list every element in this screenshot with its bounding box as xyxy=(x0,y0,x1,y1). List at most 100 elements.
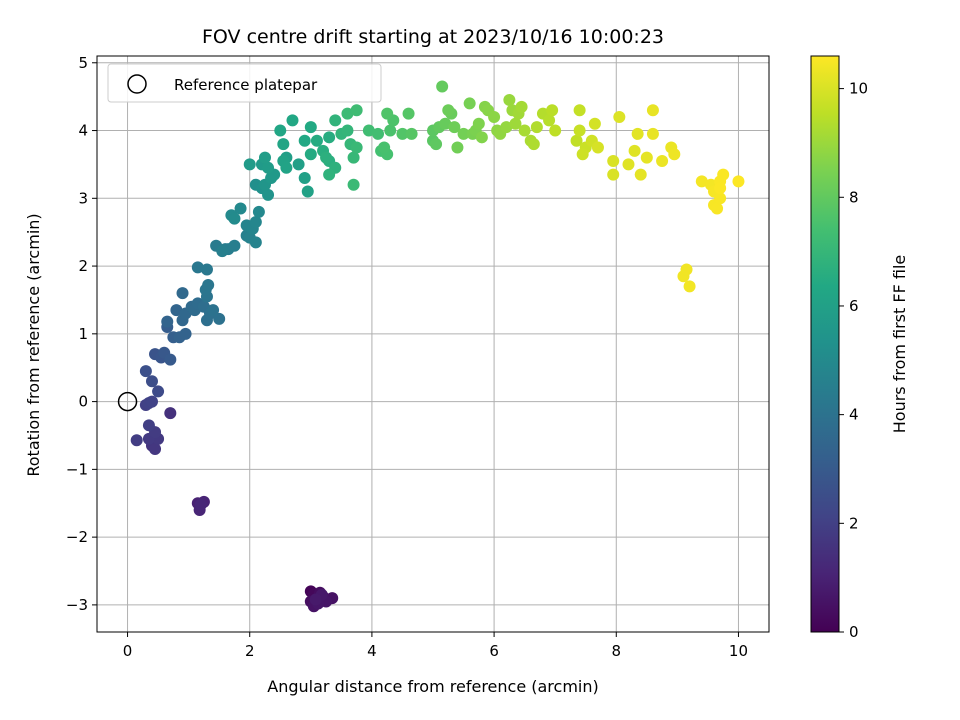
data-point xyxy=(350,141,363,154)
data-point xyxy=(213,312,226,325)
data-point xyxy=(216,245,229,258)
data-point xyxy=(381,107,394,120)
data-point xyxy=(149,443,162,456)
data-point xyxy=(139,365,152,378)
data-point xyxy=(503,94,516,107)
data-point xyxy=(442,104,455,117)
colorbar-tick-label: 8 xyxy=(849,188,859,206)
data-point xyxy=(588,117,601,130)
y-tick-label: 5 xyxy=(78,54,88,72)
data-point xyxy=(475,131,488,144)
y-tick-label: −2 xyxy=(66,528,88,546)
data-point xyxy=(130,434,143,447)
data-point xyxy=(527,138,540,151)
data-point xyxy=(164,353,177,366)
data-point xyxy=(252,205,265,218)
data-point xyxy=(472,117,485,130)
legend-marker xyxy=(127,74,147,94)
colorbar-gradient xyxy=(810,55,840,633)
x-axis-ticks: 0 2 4 6 8 10 xyxy=(123,632,748,660)
data-point xyxy=(683,280,696,293)
data-point xyxy=(292,158,305,171)
data-point xyxy=(152,385,165,398)
data-point xyxy=(200,263,213,276)
data-point xyxy=(711,202,724,215)
data-point xyxy=(249,216,262,229)
data-point xyxy=(310,134,323,147)
colorbar-label: Hours from first FF file xyxy=(890,255,909,434)
data-point xyxy=(372,127,385,140)
data-point xyxy=(714,192,727,205)
data-point xyxy=(329,114,342,127)
y-tick-label: 4 xyxy=(78,122,88,140)
data-point xyxy=(286,114,299,127)
data-point xyxy=(646,104,659,117)
y-tick-label: 1 xyxy=(78,325,88,343)
data-point xyxy=(142,419,155,432)
y-tick-label: −1 xyxy=(66,460,88,478)
data-point xyxy=(668,148,681,161)
data-point xyxy=(234,202,247,215)
data-point xyxy=(304,121,317,134)
data-point xyxy=(341,107,354,120)
data-point xyxy=(591,141,604,154)
data-point xyxy=(207,304,220,317)
data-point xyxy=(576,148,589,161)
data-point xyxy=(509,117,522,130)
data-point xyxy=(457,127,470,140)
data-point xyxy=(546,104,559,117)
data-point xyxy=(613,110,626,123)
data-point xyxy=(277,138,290,151)
x-tick-label: 4 xyxy=(367,642,377,660)
data-point xyxy=(280,161,293,174)
data-point xyxy=(515,100,528,113)
data-point xyxy=(274,124,287,137)
data-point xyxy=(518,124,531,137)
data-point xyxy=(309,593,322,606)
data-point xyxy=(262,161,275,174)
x-axis-label: Angular distance from reference (arcmin) xyxy=(267,677,598,696)
colorbar-tick-label: 10 xyxy=(849,80,868,98)
data-point xyxy=(549,124,562,137)
data-point xyxy=(164,407,177,420)
data-point xyxy=(228,239,241,252)
data-point xyxy=(646,127,659,140)
data-point xyxy=(732,175,745,188)
data-point xyxy=(607,155,620,168)
data-point xyxy=(323,131,336,144)
data-point xyxy=(448,121,461,134)
data-point xyxy=(628,144,641,157)
data-point xyxy=(573,124,586,137)
y-axis-ticks: −3 −2 −1 0 1 2 3 4 5 xyxy=(66,54,97,614)
data-point xyxy=(717,168,730,181)
x-tick-label: 2 xyxy=(245,642,255,660)
y-tick-label: 2 xyxy=(78,257,88,275)
data-point xyxy=(573,104,586,117)
x-tick-label: 8 xyxy=(611,642,621,660)
data-point xyxy=(298,171,311,184)
data-point xyxy=(228,212,241,225)
legend: Reference platepar xyxy=(107,63,382,103)
data-point xyxy=(191,261,204,274)
data-point xyxy=(631,127,644,140)
data-point xyxy=(362,124,375,137)
data-point xyxy=(488,110,501,123)
data-point xyxy=(341,124,354,137)
data-point xyxy=(384,124,397,137)
data-point xyxy=(622,158,635,171)
plot-frame xyxy=(96,55,770,633)
data-point xyxy=(436,80,449,93)
data-point xyxy=(451,141,464,154)
data-point xyxy=(463,97,476,110)
data-point xyxy=(640,151,653,164)
legend-box xyxy=(107,63,382,103)
data-point xyxy=(530,121,543,134)
data-point xyxy=(323,168,336,181)
data-point xyxy=(301,185,314,198)
data-point xyxy=(259,151,271,164)
data-points xyxy=(130,80,745,613)
data-point xyxy=(543,114,556,127)
data-point xyxy=(145,375,158,388)
y-axis-label: Rotation from reference (arcmin) xyxy=(24,213,43,476)
colorbar-tick-label: 0 xyxy=(849,623,859,641)
